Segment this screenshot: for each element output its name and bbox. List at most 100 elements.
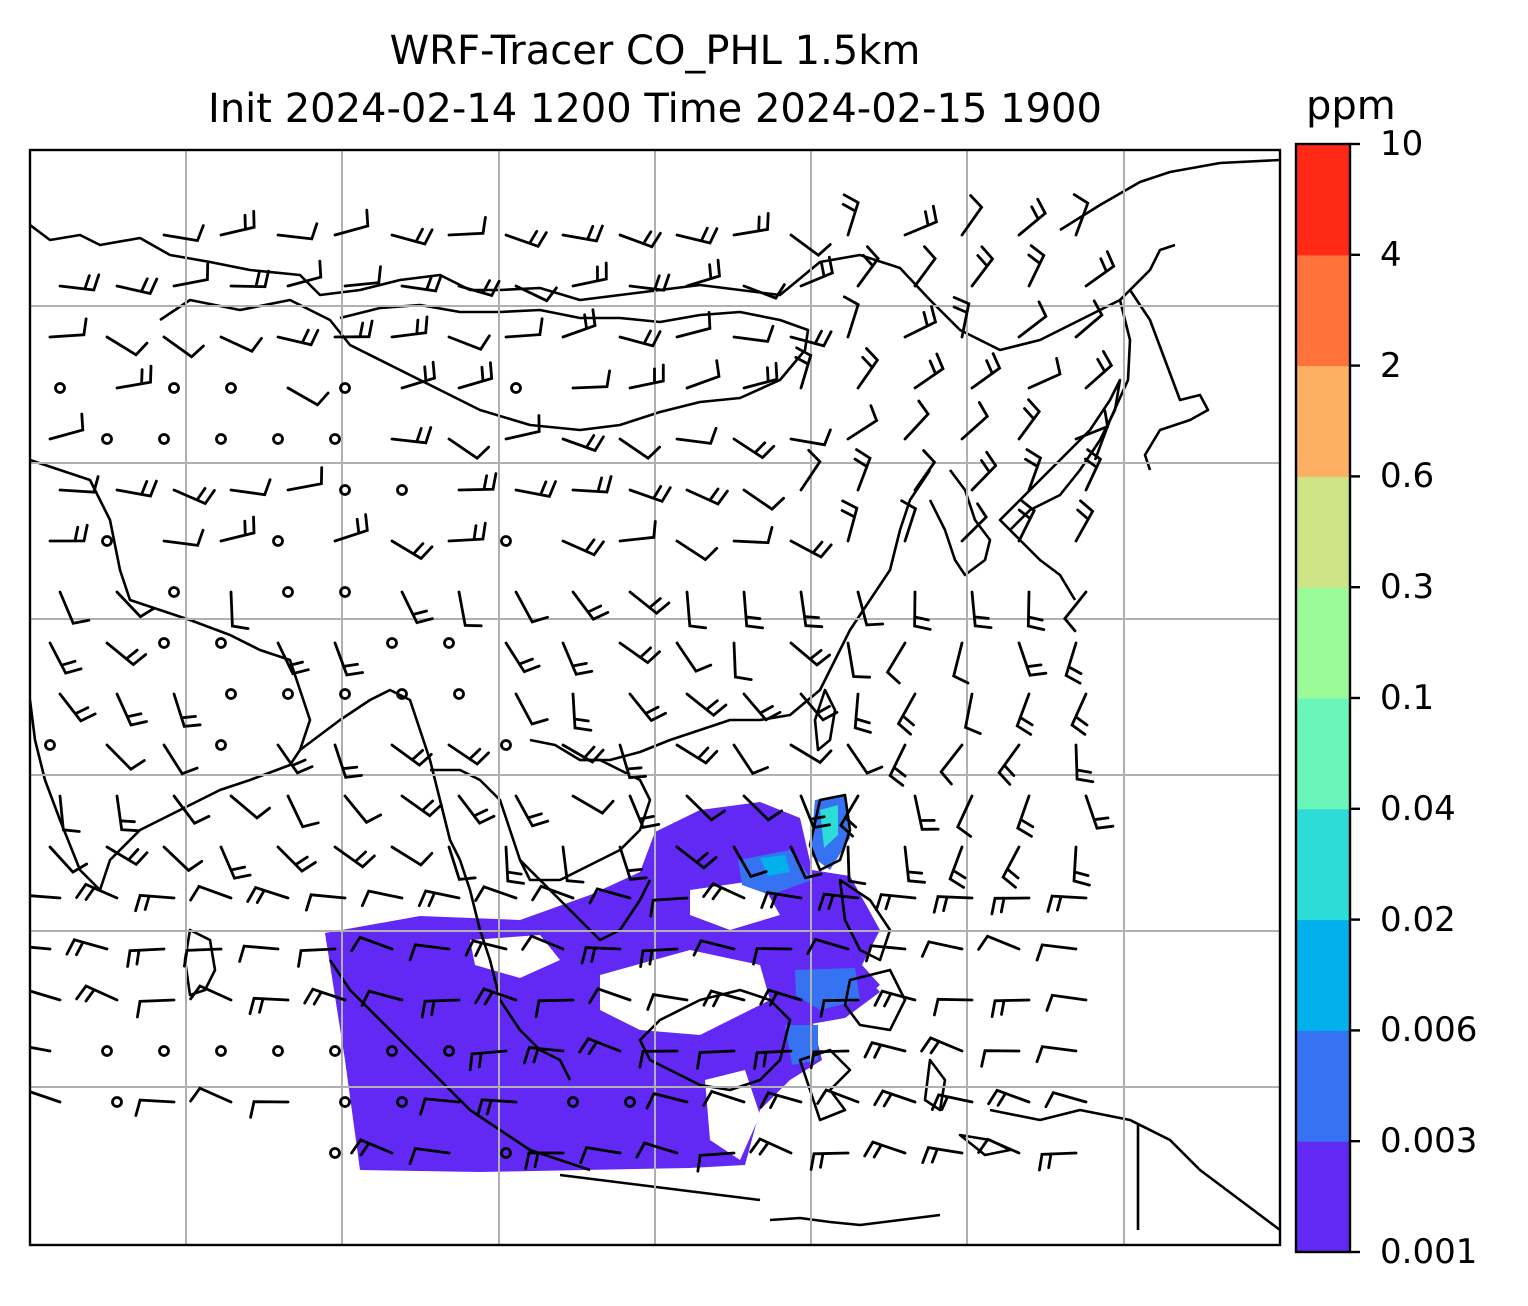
wind-barb <box>903 845 926 884</box>
wind-barb <box>1074 743 1095 784</box>
calm-wind-marker <box>282 688 294 700</box>
wind-barb <box>350 1138 394 1157</box>
wind-barb <box>732 845 768 879</box>
chart-title: WRF-Tracer CO_PHL 1.5km <box>389 28 921 74</box>
wind-barb <box>839 794 860 838</box>
wind-barb <box>571 794 615 815</box>
calm-wind-marker <box>386 1045 398 1057</box>
colorbar-unit-label: ppm <box>1306 83 1396 129</box>
wind-barb <box>853 448 872 492</box>
wind-barb <box>390 845 434 867</box>
wind-barb <box>932 895 974 914</box>
coast-indochina <box>430 758 652 882</box>
wind-barb <box>420 998 461 1019</box>
wind-barb <box>580 946 622 965</box>
wind-barb <box>305 893 347 912</box>
calm-wind-marker <box>215 739 227 751</box>
calm-wind-marker <box>44 739 56 751</box>
wind-barb <box>561 538 605 557</box>
wind-barb <box>618 641 661 665</box>
calm-wind-marker <box>453 688 465 700</box>
wind-barb <box>514 794 550 828</box>
wind-barb <box>732 437 776 460</box>
wind-barb <box>841 193 860 237</box>
wind-barb <box>939 743 964 786</box>
calm-wind-marker <box>396 688 408 700</box>
wind-barb <box>1016 794 1035 838</box>
wind-barb <box>30 989 62 1002</box>
wind-barb <box>1084 794 1115 830</box>
wind-barb <box>1015 692 1034 736</box>
calm-wind-marker <box>101 535 113 547</box>
wind-barb <box>702 882 746 901</box>
colorbar-tick-label: 0.001 <box>1380 1232 1478 1272</box>
wind-barb <box>162 528 205 547</box>
wind-barb <box>249 1100 290 1119</box>
calm-wind-marker <box>500 535 512 547</box>
wind-barb <box>863 1040 907 1059</box>
wind-barb <box>742 692 782 722</box>
wind-barb <box>136 998 176 1019</box>
calm-wind-marker <box>339 586 351 598</box>
wind-barb <box>162 224 205 243</box>
wind-barb <box>960 502 988 543</box>
wind-barb <box>685 794 726 822</box>
coast-taiwan <box>813 688 837 752</box>
calm-wind-marker <box>111 1096 123 1108</box>
wind-barb <box>903 399 930 441</box>
wind-barb <box>742 794 783 822</box>
wind-barb <box>58 590 91 625</box>
wind-barb <box>561 308 597 339</box>
wind-barb <box>920 1036 964 1055</box>
wind-barb <box>400 360 436 390</box>
wind-barb <box>390 426 433 445</box>
wind-barb <box>1017 300 1048 339</box>
wind-barb <box>955 794 974 838</box>
wind-barb <box>896 692 917 736</box>
wind-barb <box>806 937 850 955</box>
wind-barb <box>846 743 884 775</box>
wind-barb <box>105 641 148 667</box>
wind-barb <box>561 434 605 453</box>
wind-barb <box>172 692 202 728</box>
wind-barb <box>343 794 383 825</box>
calm-wind-marker <box>272 1045 284 1057</box>
wind-barb <box>400 274 443 293</box>
wind-barb <box>219 335 263 354</box>
wind-barb <box>628 692 667 723</box>
wind-barb <box>390 743 433 767</box>
wind-barb <box>447 216 487 237</box>
wind-barb <box>474 987 518 1006</box>
wind-barb <box>853 692 872 734</box>
wind-barb <box>759 1091 803 1109</box>
wind-barb <box>447 437 490 460</box>
wind-barb <box>286 259 323 288</box>
colorbar-tick-label: 0.1 <box>1380 678 1435 718</box>
wind-barb <box>952 296 971 339</box>
wind-barb <box>1035 943 1078 962</box>
calm-wind-marker <box>215 637 227 649</box>
wind-barb <box>930 1093 974 1111</box>
wind-barb <box>408 943 451 962</box>
coast-sakhalin <box>1093 299 1132 461</box>
wind-barb <box>58 273 101 292</box>
wind-barb <box>888 743 907 787</box>
calm-wind-marker <box>396 484 408 496</box>
colorbar-segment <box>1296 808 1350 921</box>
coast-mongolia <box>159 298 810 432</box>
wind-barb <box>390 539 434 561</box>
wind-barb <box>970 352 1002 390</box>
wind-barb <box>702 1089 746 1107</box>
wind-barbs <box>30 193 1116 1173</box>
wind-barb <box>913 245 937 288</box>
wind-barb <box>189 884 233 902</box>
wind-barb <box>457 590 483 628</box>
wind-barb <box>809 1151 850 1171</box>
wind-barb <box>789 329 833 348</box>
plume-mid-4 <box>785 1025 818 1065</box>
wind-barb <box>1084 250 1116 288</box>
wind-barb <box>685 590 707 630</box>
wind-barb <box>276 222 319 241</box>
wind-barb <box>732 324 775 343</box>
wind-barb <box>65 938 109 957</box>
